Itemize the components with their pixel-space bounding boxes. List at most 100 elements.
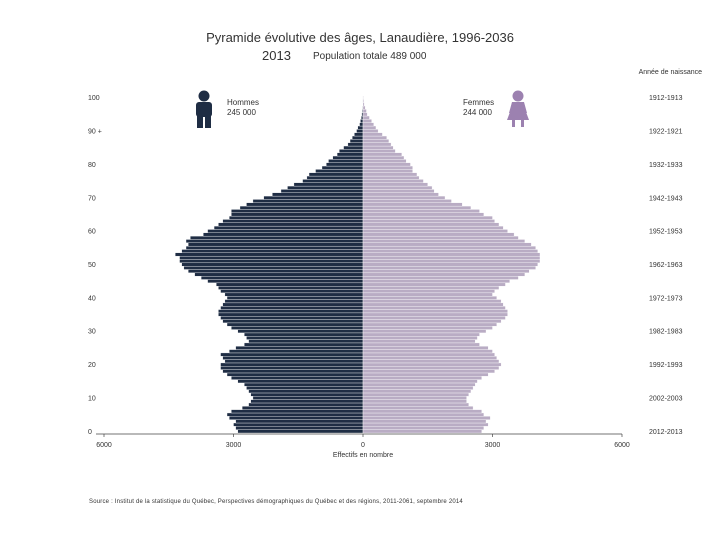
bar-women-age-97 [362,105,366,110]
bar-men-age-58 [190,235,364,240]
bar-women-age-94 [362,115,370,120]
bar-men-age-12 [248,389,364,394]
bar-women-age-32 [362,322,497,327]
bar-men-age-4 [229,416,364,420]
bar-men-age-73 [287,185,364,190]
women-bars [362,95,541,434]
bar-men-age-55 [185,245,364,250]
y-tick-label: 80 [88,162,96,169]
bar-women-age-33 [362,319,502,324]
bar-women-age-42 [362,289,495,294]
x-axis-label: Effectifs en nombre [333,452,393,459]
chart-title: Pyramide évolutive des âges, Lanaudière,… [206,30,514,45]
bar-women-age-1 [362,426,485,430]
bar-women-age-20 [362,362,502,367]
bar-men-age-57 [185,239,364,243]
bar-men-age-94 [361,115,364,120]
bar-women-age-43 [362,286,500,290]
bar-women-age-65 [362,212,485,217]
bar-women-age-83 [362,152,403,157]
bar-women-age-63 [362,219,495,223]
bar-men-age-65 [231,212,364,217]
bar-men-age-17 [226,372,364,377]
bar-men-age-89 [354,132,364,137]
bar-men-age-40 [226,296,364,300]
bar-men-age-79 [321,165,364,170]
bar-men-age-76 [306,175,364,180]
bar-women-age-34 [362,316,506,320]
bar-men-age-10 [252,396,364,400]
bar-women-age-50 [362,262,538,267]
bar-women-age-9 [362,399,467,404]
bar-men-age-85 [343,145,364,150]
men-legend: Hommes 245 000 [227,98,259,118]
bar-men-age-36 [218,309,364,314]
bar-women-age-68 [362,202,463,207]
bar-men-age-44 [216,282,364,287]
women-label: Femmes [463,98,495,107]
bar-men-age-16 [231,376,364,380]
birth-year-label: 1942-1943 [649,195,683,202]
bar-women-age-49 [362,265,536,270]
bar-men-age-46 [200,276,364,280]
bar-men-age-2 [233,422,364,427]
bar-women-age-18 [362,369,495,374]
bar-women-age-77 [362,172,418,177]
bar-men-age-48 [188,269,364,274]
bar-women-age-12 [362,389,472,394]
y-tick-label: 60 [88,229,96,236]
bar-men-age-33 [222,319,364,324]
bar-women-age-85 [362,145,394,150]
bar-men-age-15 [237,379,364,384]
bar-women-age-19 [362,366,500,370]
bar-men-age-81 [328,159,364,163]
birth-year-label: 1972-1973 [649,295,683,302]
bar-men-age-32 [226,322,364,327]
bar-women-age-75 [362,179,424,183]
bar-men-age-39 [224,299,364,304]
y-tick-label: 40 [88,295,96,302]
bar-women-age-99 [362,99,365,103]
bar-women-age-30 [362,329,487,334]
bar-women-age-28 [362,336,478,340]
bar-men-age-18 [222,369,364,374]
bar-men-age-72 [280,189,364,193]
bar-men-age-56 [188,242,364,247]
bar-men-age-66 [231,209,364,213]
y-tick-label: 20 [88,362,96,369]
bar-men-age-38 [222,302,364,307]
bar-men-age-82 [332,155,364,160]
x-tick-label: 6000 [96,442,112,449]
birth-year-label: 2012-2013 [649,429,683,436]
bar-women-age-15 [362,379,478,384]
bar-women-age-87 [362,139,390,143]
bar-men-age-34 [220,316,364,320]
y-tick-label: 100 [88,95,100,102]
bar-women-age-4 [362,416,491,420]
bar-men-age-71 [272,192,364,197]
bar-women-age-11 [362,392,469,397]
bar-women-age-56 [362,242,532,247]
bar-men-age-28 [246,336,364,340]
total-population: Population totale 489 000 [313,51,427,62]
bar-men-age-51 [179,259,364,264]
bar-women-age-36 [362,309,508,314]
bar-men-age-45 [207,279,364,284]
bar-women-age-73 [362,185,433,190]
bar-women-age-78 [362,169,413,173]
bar-men-age-41 [224,292,364,297]
bar-men-age-19 [220,366,364,370]
bar-women-age-25 [362,346,489,350]
bar-women-age-3 [362,419,487,424]
bar-men-age-21 [224,359,364,364]
bar-women-age-45 [362,279,510,284]
bar-men-age-6 [231,409,364,414]
bar-men-age-30 [237,329,364,334]
y-tick-label: 90 + [88,129,102,136]
bar-women-age-23 [362,352,495,357]
bar-women-age-37 [362,306,506,310]
bar-men-age-63 [222,219,364,223]
bar-men-age-25 [235,346,364,350]
bar-men-age-77 [308,172,364,177]
bar-women-age-67 [362,205,472,210]
